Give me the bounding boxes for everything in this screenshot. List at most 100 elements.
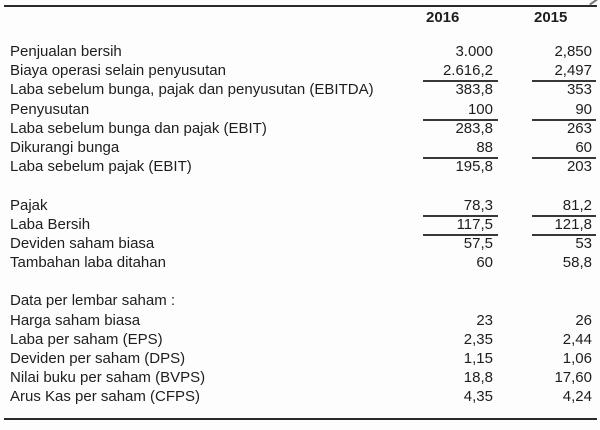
gap-cell <box>498 80 532 99</box>
value-2015: 26 <box>575 311 592 329</box>
value-2016: 195,8 <box>455 158 493 176</box>
value-2015: 17,60 <box>554 369 592 387</box>
value-2015: 1,06 <box>562 350 592 367</box>
row-label: Penyusutan <box>10 100 90 118</box>
gap-cell <box>498 291 532 310</box>
gap-cell <box>498 330 532 349</box>
value-2015: 90 <box>532 100 596 121</box>
row-label: Arus Kas per saham (CFPS) <box>10 388 201 406</box>
value-2016: 60 <box>476 254 493 272</box>
row-label: Deviden per saham (DPS) <box>10 350 186 367</box>
row-label <box>0 176 423 195</box>
value-2015: 4,24 <box>562 388 592 406</box>
value-2016: 88 <box>423 138 498 160</box>
row-label: Laba Bersih <box>10 215 91 233</box>
gap-cell <box>498 215 532 236</box>
value-2015: 81,2 <box>532 196 596 217</box>
value-2016 <box>423 176 498 195</box>
value-2015: 121,8 <box>532 215 596 236</box>
table-row: Nilai buku per saham (BVPS) 18,8 17,60 <box>0 368 600 387</box>
value-2016: 283,8 <box>455 119 493 137</box>
spacer-row <box>0 176 600 195</box>
table-row: Laba sebelum pajak (EBIT) 195,8 203 <box>0 157 600 176</box>
row-label: Pajak <box>10 196 48 214</box>
value-2015: 263 <box>566 119 592 137</box>
gap-cell <box>498 253 532 272</box>
gap-cell <box>498 176 532 195</box>
value-2016: 3.000 <box>455 43 493 60</box>
gap-cell <box>498 387 532 406</box>
row-label: Data per lembar saham : <box>10 292 176 310</box>
gap-cell <box>498 272 532 291</box>
row-label: Deviden saham biasa <box>10 234 155 252</box>
value-2015: 53 <box>575 234 592 252</box>
row-label: Biaya operasi selain penyusutan <box>10 62 226 80</box>
row-label: Penjualan bersih <box>10 43 122 60</box>
value-2016: 18,8 <box>463 369 493 387</box>
table-row: Laba sebelum bunga dan pajak (EBIT) 283,… <box>0 119 600 138</box>
gap-cell <box>498 234 532 253</box>
value-2015: 2,850 <box>554 43 592 60</box>
value-2016: 78,3 <box>423 196 498 217</box>
gap-cell <box>498 61 532 82</box>
gap-cell <box>498 42 532 61</box>
table-row: Laba per saham (EPS) 2,35 2,44 <box>0 330 600 349</box>
gap-cell <box>498 349 532 368</box>
table-row: Laba sebelum bunga, pajak dan penyusutan… <box>0 80 600 99</box>
table-row: Penyusutan 100 90 <box>0 100 600 121</box>
value-2016: 57,5 <box>463 234 493 252</box>
column-header-2016: 2016 <box>426 9 460 26</box>
table-row: Harga saham biasa 23 26 <box>0 311 600 330</box>
value-2015: 2,44 <box>562 330 592 348</box>
value-2015: 60 <box>532 138 596 160</box>
top-rule <box>4 5 597 8</box>
row-label: Tambahan laba ditahan <box>10 254 166 272</box>
gap-cell <box>498 368 532 387</box>
row-label: Laba sebelum bunga, pajak dan penyusutan… <box>10 81 374 99</box>
row-label: Laba sebelum bunga dan pajak (EBIT) <box>10 119 267 137</box>
row-label: Nilai buku per saham (BVPS) <box>10 369 206 387</box>
value-2015: 58,8 <box>562 254 592 272</box>
row-label: Harga saham biasa <box>10 311 141 329</box>
row-label: Dikurangi bunga <box>10 138 120 156</box>
value-2016: 2,35 <box>463 330 493 348</box>
table-row: Deviden saham biasa 57,5 53 <box>0 234 600 253</box>
table-body: Penjualan bersih 3.000 2,850 Biaya opera… <box>0 42 600 407</box>
value-2016 <box>423 291 498 310</box>
value-2016: 23 <box>476 311 493 329</box>
value-2015: 353 <box>566 81 592 99</box>
gap-cell <box>498 119 532 138</box>
gap-cell <box>498 311 532 330</box>
gap-cell <box>498 196 532 217</box>
value-2016: 2.616,2 <box>423 61 498 83</box>
table-row: Data per lembar saham : <box>0 291 600 310</box>
value-2016: 117,5 <box>423 215 498 236</box>
bottom-rule <box>4 418 597 421</box>
gap-cell <box>498 157 532 176</box>
value-2016: 4,35 <box>463 388 493 406</box>
value-2015 <box>532 176 596 195</box>
table-row: Laba Bersih 117,5 121,8 <box>0 215 600 236</box>
value-2015: 203 <box>566 158 592 176</box>
value-2016: 1,15 <box>463 350 493 367</box>
value-2016: 383,8 <box>455 81 493 99</box>
table-header-row: 2016 2015 <box>0 8 600 28</box>
row-label <box>0 272 423 291</box>
column-header-2015: 2015 <box>534 9 568 26</box>
table-row: Deviden per saham (DPS) 1,15 1,06 <box>0 349 600 368</box>
row-label: Laba sebelum pajak (EBIT) <box>10 158 192 176</box>
value-2015 <box>532 291 596 310</box>
header-empty-cell <box>0 8 423 28</box>
row-label: Laba per saham (EPS) <box>10 330 163 348</box>
value-2015 <box>532 272 596 291</box>
gap-cell <box>498 138 532 159</box>
table-row: Arus Kas per saham (CFPS) 4,35 4,24 <box>0 387 600 406</box>
table-row: Biaya operasi selain penyusutan 2.616,2 … <box>0 61 600 83</box>
value-2016: 100 <box>423 100 498 121</box>
spacer-row <box>0 272 600 291</box>
gap-cell <box>498 100 532 121</box>
header-gap-cell <box>498 8 532 28</box>
table-row: Tambahan laba ditahan 60 58,8 <box>0 253 600 272</box>
value-2015: 2,497 <box>532 61 596 83</box>
